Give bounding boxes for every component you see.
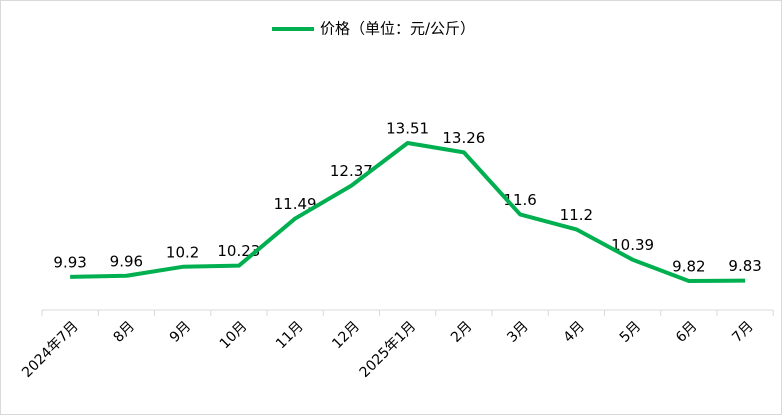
data-label: 11.49 bbox=[274, 195, 317, 213]
data-label: 9.82 bbox=[672, 258, 705, 276]
data-label: 13.51 bbox=[386, 120, 429, 138]
data-label: 11.2 bbox=[560, 206, 593, 224]
data-label: 9.83 bbox=[728, 257, 761, 275]
data-label: 13.26 bbox=[442, 129, 485, 147]
data-label: 9.93 bbox=[53, 253, 86, 271]
data-label: 9.96 bbox=[110, 252, 143, 270]
line bbox=[70, 141, 746, 283]
data-label: 10.2 bbox=[166, 243, 199, 261]
data-label: 12.37 bbox=[330, 162, 373, 180]
legend-label: 价格（单位：元/公斤） bbox=[320, 20, 475, 38]
data-label: 10.39 bbox=[611, 236, 654, 254]
